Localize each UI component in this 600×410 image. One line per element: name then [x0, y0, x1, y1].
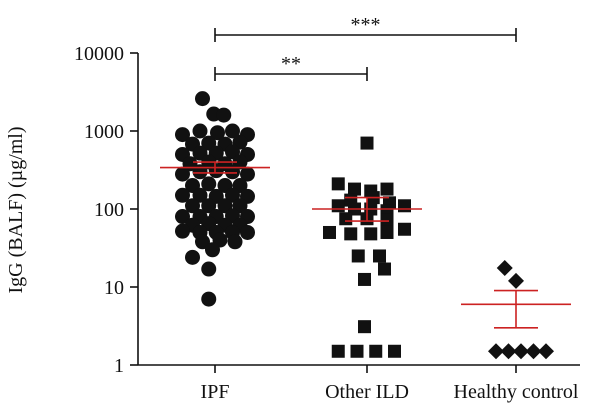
data-point-healthy-control: [508, 272, 524, 289]
data-point-other-ild: [358, 272, 371, 286]
data-point-other-ild: [331, 199, 345, 213]
data-point-other-ild: [331, 177, 345, 191]
data-point-ipf: [175, 209, 190, 225]
x-tick-label: IPF: [201, 381, 230, 403]
data-point-other-ild: [398, 222, 411, 236]
data-point-ipf: [195, 234, 210, 250]
data-point-ipf: [240, 224, 255, 240]
data-point-other-ild: [358, 320, 371, 334]
data-point-other-ild: [380, 182, 394, 196]
data-point-ipf: [192, 164, 208, 180]
data-point-ipf: [185, 198, 200, 214]
data-point-healthy-control: [538, 343, 554, 360]
data-point-ipf: [227, 234, 243, 250]
data-point-ipf: [175, 127, 190, 143]
data-point-ipf: [201, 198, 217, 214]
data-points: [175, 91, 554, 360]
data-point-other-ild: [369, 344, 383, 358]
data-point-other-ild: [398, 199, 411, 213]
data-point-other-ild: [351, 249, 365, 263]
data-point-other-ild: [360, 136, 374, 150]
data-point-healthy-control: [488, 343, 504, 360]
data-point-other-ild: [331, 344, 345, 358]
data-point-ipf: [208, 163, 224, 179]
data-point-other-ild: [344, 227, 358, 241]
y-axis-label: IgG (BALF) (µg/ml): [5, 126, 27, 293]
data-point-ipf: [175, 223, 190, 239]
y-tick-label: 10000: [74, 43, 124, 65]
data-point-healthy-control: [496, 260, 513, 277]
data-point-ipf: [216, 107, 232, 123]
significance-brackets: *****: [214, 14, 517, 81]
data-point-ipf: [225, 164, 240, 180]
data-point-ipf: [225, 187, 240, 203]
x-tick-label: Other ILD: [325, 381, 409, 403]
y-tick-label: 1: [114, 355, 124, 377]
data-point-ipf: [205, 242, 220, 258]
data-point-ipf: [175, 166, 190, 182]
data-point-ipf: [240, 166, 255, 182]
data-point-ipf: [225, 123, 240, 139]
x-tick-label: Healthy control: [454, 381, 579, 403]
data-point-other-ild: [378, 262, 391, 276]
data-point-healthy-control: [525, 343, 542, 360]
data-point-other-ild: [339, 212, 353, 226]
data-point-ipf: [201, 291, 217, 307]
data-point-healthy-control: [500, 343, 517, 360]
data-point-ipf: [185, 249, 200, 265]
data-point-other-ild: [350, 344, 364, 358]
data-point-other-ild: [388, 344, 401, 358]
data-point-other-ild: [380, 213, 394, 227]
data-point-other-ild: [323, 225, 336, 239]
data-point-ipf: [210, 125, 225, 141]
axes: 1 10 100 1000 10000 IPF Other ILD Healthy contr…: [74, 43, 580, 403]
data-point-other-ild: [348, 182, 361, 196]
data-point-ipf: [195, 91, 210, 107]
data-point-ipf: [201, 261, 217, 277]
data-point-other-ild: [373, 249, 386, 263]
data-point-other-ild: [364, 227, 378, 241]
data-point-ipf: [175, 187, 190, 203]
data-point-healthy-control: [513, 343, 529, 360]
significance-label: **: [281, 53, 301, 75]
data-point-ipf: [192, 187, 208, 203]
significance-label: ***: [351, 14, 381, 36]
y-tick-label: 10: [104, 277, 124, 299]
data-point-other-ild: [380, 225, 394, 239]
data-point-ipf: [192, 123, 208, 139]
y-tick-label: 100: [94, 199, 124, 221]
data-point-ipf: [201, 176, 217, 192]
y-tick-label: 1000: [84, 121, 124, 143]
mean-sem-markers: [160, 161, 571, 329]
